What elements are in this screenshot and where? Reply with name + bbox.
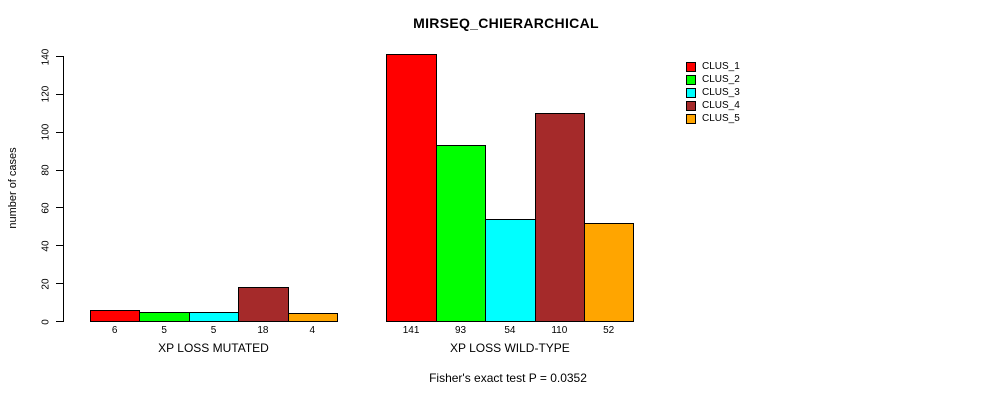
bar-value-label: 5	[210, 325, 217, 336]
bar-clus_1-group1	[90, 309, 141, 322]
caption: Fisher's exact test P = 0.0352	[429, 371, 587, 385]
bar-value-label: 110	[551, 325, 568, 336]
bar-value-label: 18	[257, 325, 269, 336]
legend-label: CLUS_5	[702, 113, 740, 124]
bar-value-label: 141	[402, 325, 420, 336]
bar-clus_2-group1	[139, 311, 190, 322]
legend-item: CLUS_5	[686, 112, 740, 125]
y-tick	[56, 283, 63, 285]
group-label: XP LOSS WILD-TYPE	[449, 341, 570, 355]
legend-swatch-clus_4	[686, 100, 696, 111]
bar-clus_5-group2	[584, 222, 635, 322]
legend-label: CLUS_1	[702, 61, 740, 72]
legend: CLUS_1 CLUS_2 CLUS_3 CLUS_4 CLUS_5	[686, 60, 740, 125]
y-tick	[56, 321, 63, 322]
bar-value-label: 6	[111, 325, 118, 336]
chart-title: MIRSEQ_CHIERARCHICAL	[413, 15, 599, 31]
group-label: XP LOSS MUTATED	[158, 341, 269, 355]
y-tick-label: 100	[40, 123, 52, 141]
y-tick-label: 20	[40, 278, 52, 290]
legend-swatch-clus_3	[686, 87, 696, 98]
legend-swatch-clus_5	[686, 113, 696, 124]
bar-value-label: 52	[603, 325, 615, 336]
bar-value-label: 93	[454, 325, 467, 336]
y-tick	[56, 245, 63, 247]
bar-clus_3-group1	[188, 311, 240, 322]
legend-item: CLUS_2	[686, 73, 740, 86]
legend-item: CLUS_4	[686, 99, 740, 112]
y-tick-label: 80	[40, 164, 52, 176]
bar-value-label: 54	[504, 325, 516, 336]
legend-label: CLUS_4	[702, 100, 740, 111]
y-tick	[56, 56, 63, 57]
bar-clus_4-group2	[534, 112, 585, 322]
y-tick	[56, 169, 63, 171]
legend-swatch-clus_2	[686, 74, 696, 85]
y-tick-label: 140	[40, 48, 52, 65]
bar-clus_4-group1	[238, 286, 289, 322]
bar-value-label: 5	[161, 325, 167, 336]
y-tick-label: 40	[40, 240, 52, 252]
legend-swatch-clus_1	[686, 61, 696, 72]
bar-clus_3-group2	[485, 218, 536, 322]
legend-label: CLUS_2	[702, 74, 740, 85]
y-tick-label: 0	[40, 318, 52, 325]
y-tick	[56, 207, 63, 209]
y-axis-title: number of cases	[7, 147, 19, 229]
y-tick-label: 60	[40, 202, 52, 214]
bar-value-label: 4	[309, 325, 316, 336]
y-axis-line	[63, 56, 64, 322]
legend-label: CLUS_3	[702, 87, 740, 98]
bar-clus_5-group1	[287, 313, 338, 322]
y-tick	[56, 131, 63, 133]
y-tick	[56, 93, 63, 95]
legend-item: CLUS_1	[686, 60, 740, 73]
bar-clus_2-group2	[435, 144, 487, 322]
legend-item: CLUS_3	[686, 86, 740, 99]
y-tick-label: 120	[40, 86, 52, 103]
bar-clus_1-group2	[386, 54, 437, 322]
